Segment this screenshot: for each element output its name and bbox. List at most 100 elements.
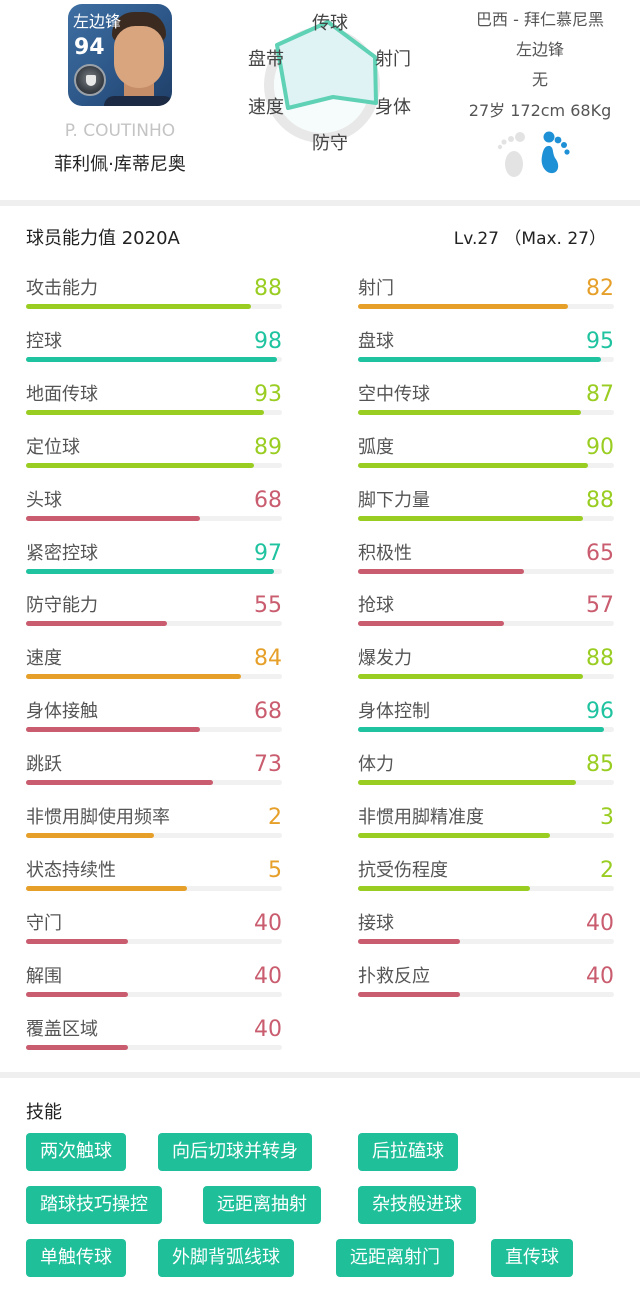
skill-tag[interactable]: 后拉磕球 [358,1133,458,1171]
stat-bar-track [26,568,282,574]
player-card[interactable]: 左边锋 94 [68,4,172,106]
stat-bar-track [358,304,614,309]
stat-bar-track [26,991,282,997]
stat-label: 覆盖区域 [26,1018,98,1040]
stat-bar-track [358,938,614,944]
stat-label: 积极性 [358,542,412,564]
stat-label: 脚下力量 [358,489,430,511]
player-name-en: P. COUTINHO [64,121,176,141]
stat-bar-fill [26,356,277,362]
stat-bar-fill [358,938,461,944]
stat-value: 40 [254,1016,282,1042]
stat-label: 控球 [26,330,62,352]
stat-value: 88 [254,276,282,301]
stat-row: 身体接触 68 [26,697,282,749]
stat-value: 5 [268,857,282,883]
stat-bar-fill [358,515,584,521]
radar-label-defense: 防守 [312,133,348,154]
stat-bar-fill [358,462,589,468]
stat-label: 解围 [26,965,62,987]
stat-value: 55 [254,593,282,619]
stat-value: 82 [586,276,614,301]
radar-label-physical: 身体 [375,97,411,118]
stat-bar-fill [358,356,602,362]
stat-bar-fill [26,462,254,468]
card-position: 左边锋 [73,12,122,31]
stat-row: 解围 40 [26,962,282,1014]
stat-label: 状态持续性 [26,859,116,881]
stat-value: 40 [586,910,614,936]
stats-title: 球员能力值 2020A [26,228,180,249]
stat-bar-track [26,462,282,468]
stat-label: 空中传球 [358,383,430,405]
stat-row: 控球 98 [26,327,282,379]
stat-bar-fill [26,568,275,574]
stat-bar-fill [358,833,550,838]
stat-value: 98 [254,328,282,354]
skill-tag[interactable]: 外脚背弧线球 [158,1239,294,1277]
stat-row: 速度 84 [26,644,282,696]
stat-label: 抗受伤程度 [358,859,448,881]
radar-chart: 传球 射门 身体 防守 速度 盘带 [240,0,430,160]
stat-label: 弧度 [358,436,394,458]
skill-tag[interactable]: 直传球 [491,1239,573,1277]
skill-tag[interactable]: 单触传球 [26,1239,126,1277]
skill-tag[interactable]: 向后切球并转身 [158,1133,312,1171]
stat-row: 防守能力 55 [26,591,282,643]
stat-label: 跳跃 [26,754,62,776]
stat-bar-track [358,727,614,733]
stat-row: 射门 82 [358,274,614,326]
stat-row: 跳跃 73 [26,750,282,802]
stat-bar-fill [26,780,213,786]
stat-label: 身体接触 [26,701,98,723]
stat-bar-fill [26,833,154,838]
player-name-cn: 菲利佩·库蒂尼奥 [54,154,186,175]
stat-bar-track [358,991,614,997]
stat-bar-fill [26,515,201,521]
skills-title: 技能 [26,1102,62,1123]
stat-row: 积极性 65 [358,539,614,591]
stat-value: 3 [600,805,614,830]
stat-row: 头球 68 [26,486,282,538]
stat-row: 地面传球 93 [26,380,282,432]
stat-bar-track [358,515,614,521]
stat-bar-track [358,409,614,415]
stat-label: 定位球 [26,436,80,458]
stat-value: 2 [600,857,614,883]
stat-bar-track [26,621,282,627]
stat-bar-fill [26,304,252,309]
stat-row: 定位球 89 [26,433,282,485]
skill-tag[interactable]: 两次触球 [26,1133,126,1171]
skill-tag[interactable]: 杂技般进球 [358,1186,476,1224]
stat-row: 紧密控球 97 [26,539,282,591]
stat-value: 87 [586,381,614,407]
stat-row: 接球 40 [358,909,614,961]
stat-label: 攻击能力 [26,278,98,299]
footprint-icon [497,131,570,177]
stat-bar-track [358,885,614,891]
stat-label: 守门 [26,912,62,934]
stat-bar-track [358,568,614,574]
stat-label: 爆发力 [358,648,412,670]
stat-value: 88 [586,487,614,513]
stat-row: 守门 40 [26,909,282,961]
skill-tag[interactable]: 远距离射门 [336,1239,454,1277]
stat-bar-fill [26,409,265,415]
radar-label-dribbling: 盘带 [248,49,284,70]
stat-value: 95 [586,328,614,354]
stat-row: 扑救反应 40 [358,962,614,1014]
stat-value: 2 [268,805,282,830]
stats-level: Lv.27 （Max. 27） [453,229,606,249]
skill-tag[interactable]: 踏球技巧操控 [26,1186,162,1224]
section-divider [0,200,640,206]
stat-value: 73 [254,752,282,778]
stat-bar-fill [358,621,504,627]
stat-label: 接球 [358,912,394,934]
skill-tag[interactable]: 远距离抽射 [203,1186,321,1224]
stat-bar-track [26,304,282,309]
stat-row: 盘球 95 [358,327,614,379]
stat-value: 57 [586,593,614,619]
stat-row: 身体控制 96 [358,697,614,749]
card-rating: 94 [74,35,105,60]
stat-value: 96 [586,699,614,725]
